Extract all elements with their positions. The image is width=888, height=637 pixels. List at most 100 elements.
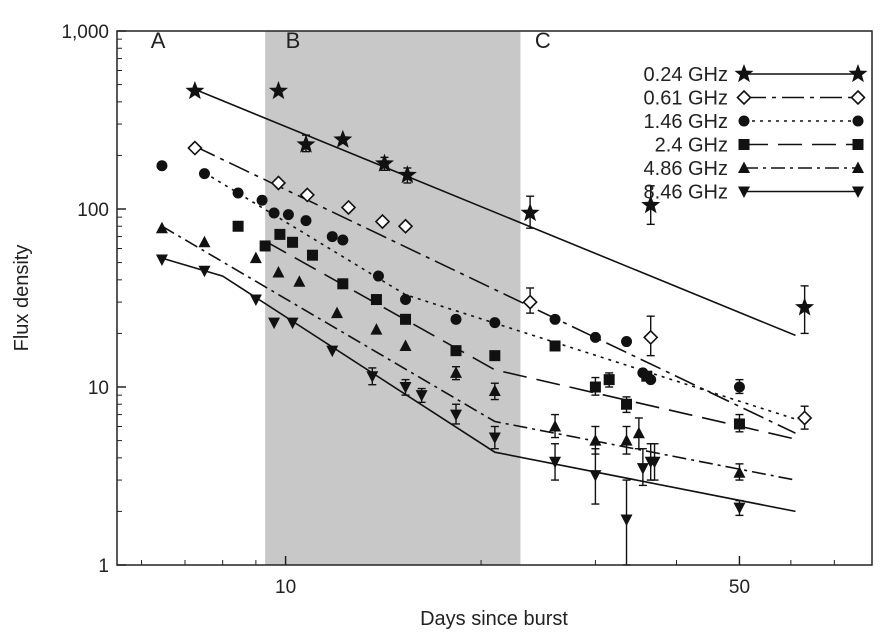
data-point-2-4-ghz xyxy=(589,381,601,393)
data-point-8-46-ghz xyxy=(399,382,412,394)
data-point-1-46-ghz xyxy=(256,194,268,206)
data-point-0-61-ghz xyxy=(187,140,203,156)
data-point-1-46-ghz xyxy=(489,317,501,329)
data-point-2-4-ghz xyxy=(306,249,318,261)
legend-label-0-61-ghz: 0.61 GHz xyxy=(644,88,728,110)
data-point-4-86-ghz xyxy=(198,235,211,248)
data-point-0-61-ghz xyxy=(299,187,315,203)
data-point-0-61-ghz xyxy=(270,175,287,191)
data-point-8-46-ghz xyxy=(249,294,262,307)
legend-label-8-46-ghz: 8.46 GHz xyxy=(644,182,728,204)
legend-marker-0-24-ghz xyxy=(734,64,754,83)
legend-label-1-46-ghz: 1.46 GHz xyxy=(644,111,728,133)
data-point-0-61-ghz xyxy=(643,329,659,346)
legend-marker-4-86-ghz xyxy=(738,161,750,173)
legend-marker-8-46-ghz xyxy=(738,186,750,198)
data-point-0-61-ghz xyxy=(522,294,538,310)
data-point-2-4-ghz xyxy=(400,313,412,325)
legend-label-4-86-ghz: 4.86 GHz xyxy=(644,158,728,180)
fit-line-4-86-ghz xyxy=(161,225,796,481)
legend-label-0-24-ghz: 0.24 GHz xyxy=(644,64,728,86)
data-point-1-46-ghz xyxy=(733,381,745,393)
data-point-8-46-ghz xyxy=(198,265,211,278)
data-point-0-24-ghz xyxy=(795,297,815,316)
data-point-0-24-ghz xyxy=(296,134,316,153)
region-label-c: C xyxy=(535,28,551,53)
data-point-4-86-ghz xyxy=(155,221,168,234)
data-point-8-46-ghz xyxy=(415,390,428,402)
fit-line-8-46-ghz xyxy=(161,257,796,513)
data-point-4-86-ghz xyxy=(488,384,501,396)
data-point-0-24-ghz xyxy=(333,129,353,148)
data-point-1-46-ghz xyxy=(282,209,294,221)
data-point-2-4-ghz xyxy=(621,398,633,410)
data-point-8-46-ghz xyxy=(589,470,602,482)
plot-frame xyxy=(116,30,873,566)
data-point-0-61-ghz xyxy=(374,213,391,230)
data-point-2-4-ghz xyxy=(259,240,271,252)
data-point-8-46-ghz xyxy=(636,463,649,475)
data-point-1-46-ghz xyxy=(232,187,244,199)
data-point-4-86-ghz xyxy=(331,306,344,319)
legend-marker-0-61-ghz xyxy=(850,89,866,106)
legend-marker-0-61-ghz xyxy=(736,89,752,106)
data-point-8-46-ghz xyxy=(268,317,281,330)
legend-label-2-4-ghz: 2.4 GHz xyxy=(655,135,728,157)
data-point-8-46-ghz xyxy=(326,345,339,358)
data-point-0-24-ghz xyxy=(268,81,288,100)
region-labels-layer: A B C xyxy=(151,28,551,53)
data-point-0-61-ghz xyxy=(397,218,414,234)
shaded-region-layer xyxy=(265,31,521,565)
y-tick-label: 100 xyxy=(77,200,109,221)
data-point-4-86-ghz xyxy=(399,339,412,351)
shaded-region-b xyxy=(265,31,521,565)
data-point-2-4-ghz xyxy=(603,374,615,386)
fit-line-0-61-ghz xyxy=(194,145,796,434)
y-tick-label: 10 xyxy=(88,378,109,399)
data-point-0-24-ghz xyxy=(520,203,540,222)
data-point-1-46-ghz xyxy=(198,168,210,180)
region-label-b: B xyxy=(286,28,301,53)
data-point-1-46-ghz xyxy=(156,160,168,172)
data-point-1-46-ghz xyxy=(549,313,561,325)
data-point-8-46-ghz xyxy=(155,254,168,267)
legend-marker-0-24-ghz xyxy=(848,64,868,83)
data-point-4-86-ghz xyxy=(620,434,633,446)
data-point-4-86-ghz xyxy=(370,323,383,335)
data-point-2-4-ghz xyxy=(489,350,501,362)
data-point-8-46-ghz xyxy=(450,409,463,422)
y-axis-title: Flux density xyxy=(11,245,33,352)
data-point-2-4-ghz xyxy=(287,236,299,248)
legend-marker-2-4-ghz xyxy=(852,139,864,150)
data-point-1-46-ghz xyxy=(268,207,280,219)
y-tick-label: 1 xyxy=(98,556,109,577)
data-point-8-46-ghz xyxy=(488,432,501,445)
x-tick-label: 10 xyxy=(275,577,296,598)
data-point-4-86-ghz xyxy=(589,434,602,446)
legend-marker-2-4-ghz xyxy=(738,139,750,150)
fit-line-0-24-ghz xyxy=(194,88,796,337)
legend-marker-1-46-ghz xyxy=(852,115,864,127)
data-point-4-86-ghz xyxy=(293,275,306,287)
data-point-2-4-ghz xyxy=(450,345,462,357)
region-label-a: A xyxy=(151,28,166,53)
data-point-8-46-ghz xyxy=(549,456,562,469)
data-point-2-4-ghz xyxy=(274,228,286,240)
data-point-1-46-ghz xyxy=(372,270,384,282)
data-point-8-46-ghz xyxy=(733,502,746,515)
data-point-4-86-ghz xyxy=(549,419,562,432)
data-point-0-24-ghz xyxy=(375,153,394,172)
data-point-1-46-ghz xyxy=(326,231,338,243)
data-point-4-86-ghz xyxy=(733,466,746,478)
data-point-1-46-ghz xyxy=(450,313,462,325)
data-point-0-24-ghz xyxy=(397,165,417,184)
legend-marker-4-86-ghz xyxy=(852,161,864,173)
data-markers-layer xyxy=(155,81,815,527)
legend-marker-1-46-ghz xyxy=(738,115,750,127)
legend-marker-8-46-ghz xyxy=(852,186,864,198)
data-point-1-46-ghz xyxy=(589,331,601,343)
data-point-0-61-ghz xyxy=(797,410,813,426)
data-point-8-46-ghz xyxy=(286,317,299,330)
data-point-8-46-ghz xyxy=(366,371,379,383)
